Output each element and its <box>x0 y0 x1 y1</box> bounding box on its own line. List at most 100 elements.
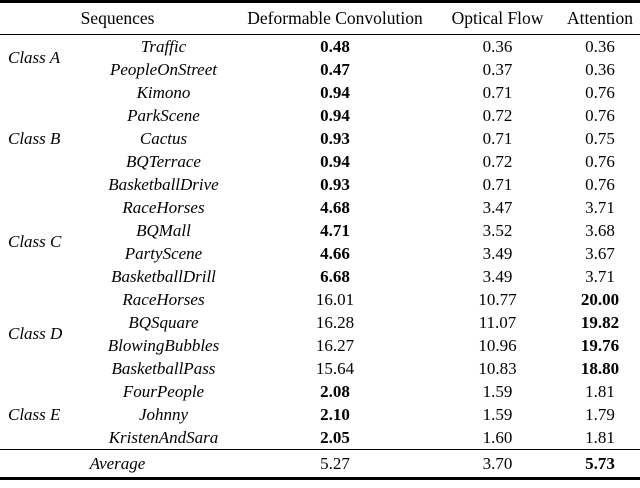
attention-value: 3.71 <box>585 266 615 286</box>
class-label: Class C <box>8 232 62 251</box>
optical-flow-value: 3.47 <box>482 197 513 217</box>
class-label: Class A <box>8 48 61 67</box>
average-label: Average <box>0 449 235 479</box>
sequence-name: RaceHorses <box>122 197 205 217</box>
table-row: BlowingBubbles 16.27 10.96 19.76 <box>0 334 640 357</box>
optical-flow-value: 11.07 <box>478 312 517 332</box>
average-deformable-value: 5.27 <box>235 449 435 479</box>
table-row: PartyScene 4.66 3.49 3.67 <box>0 242 640 265</box>
table-header: Sequences Deformable Convolution Optical… <box>0 1 640 35</box>
sequence-name: PartyScene <box>124 243 203 263</box>
optical-flow-value: 10.77 <box>478 289 517 309</box>
deformable-convolution-value: 0.48 <box>320 36 350 56</box>
attention-value: 3.67 <box>585 243 615 263</box>
optical-flow-value: 1.59 <box>482 404 513 424</box>
table-row: Class D RaceHorses 16.01 10.77 20.00 <box>0 288 640 344</box>
optical-flow-value: 0.72 <box>482 105 513 125</box>
sequence-name: BQSquare <box>128 312 199 332</box>
deformable-convolution-value: 4.66 <box>320 243 350 263</box>
header-deformable-convolution: Deformable Convolution <box>235 1 435 35</box>
sequence-name: BQTerrace <box>126 151 201 171</box>
optical-flow-value: 0.71 <box>482 82 513 102</box>
attention-value: 3.71 <box>585 197 615 217</box>
attention-value: 0.36 <box>585 59 615 79</box>
deformable-convolution-value: 15.64 <box>315 358 355 378</box>
table-row: Class B Kimono 0.94 0.71 0.76 <box>0 81 640 148</box>
table-body: Class A Traffic 0.48 0.36 0.36 PeopleOnStreet… <box>0 35 640 450</box>
sequence-name: BasketballDrive <box>108 174 219 194</box>
table-row: Class E FourPeople 2.08 1.59 1.81 <box>0 380 640 424</box>
deformable-convolution-value: 4.68 <box>320 197 350 217</box>
table-row: BQMall 4.71 3.52 3.68 <box>0 219 640 242</box>
deformable-convolution-value: 16.01 <box>315 289 355 309</box>
deformable-convolution-value: 2.05 <box>320 427 350 447</box>
attention-value: 20.00 <box>580 289 620 309</box>
sequence-name: RaceHorses <box>122 289 205 309</box>
sequence-name: ParkScene <box>127 105 200 125</box>
sequence-name: BasketballDrill <box>111 266 216 286</box>
deformable-convolution-value: 0.93 <box>320 128 350 148</box>
attention-value: 0.76 <box>585 151 615 171</box>
table-row: BQTerrace 0.94 0.72 0.76 <box>0 150 640 173</box>
class-label: Class D <box>8 324 63 343</box>
optical-flow-value: 3.49 <box>482 266 513 286</box>
deformable-convolution-value: 6.68 <box>320 266 350 286</box>
attention-value: 0.76 <box>585 82 615 102</box>
deformable-convolution-value: 0.93 <box>320 174 350 194</box>
header-optical-flow: Optical Flow <box>435 1 560 35</box>
sequence-name: Kimono <box>136 82 191 102</box>
table-row: BQSquare 16.28 11.07 19.82 <box>0 311 640 334</box>
attention-value: 0.76 <box>585 105 615 125</box>
deformable-convolution-value: 0.94 <box>320 151 350 171</box>
table-row: BasketballPass 15.64 10.83 18.80 <box>0 357 640 380</box>
average-row: Average 5.27 3.70 5.73 <box>0 449 640 479</box>
class-label: Class E <box>8 404 61 424</box>
attention-value: 0.76 <box>585 174 615 194</box>
attention-value: 1.81 <box>585 427 615 447</box>
table-row: BasketballDrill 6.68 3.49 3.71 <box>0 265 640 288</box>
header-attention: Attention <box>560 1 640 35</box>
header-sequences: Sequences <box>0 1 235 35</box>
table-row: BasketballDrive 0.93 0.71 0.76 <box>0 173 640 196</box>
average-attention-value: 5.73 <box>560 449 640 479</box>
table-row: ParkScene 0.94 0.72 0.76 <box>0 104 640 127</box>
deformable-convolution-value: 2.10 <box>320 404 350 424</box>
attention-value: 19.82 <box>580 312 620 332</box>
optical-flow-value: 10.83 <box>478 358 517 378</box>
sequence-name: BQMall <box>136 220 191 240</box>
optical-flow-value: 1.59 <box>482 381 513 401</box>
optical-flow-value: 3.52 <box>482 220 513 240</box>
deformable-convolution-value: 0.47 <box>320 59 350 79</box>
deformable-convolution-value: 16.27 <box>315 335 355 355</box>
table-row: Class A Traffic 0.48 0.36 0.36 <box>0 35 640 68</box>
sequence-name: Johnny <box>138 404 189 424</box>
table-row: Cactus 0.93 0.71 0.75 <box>0 127 640 150</box>
optical-flow-value: 3.49 <box>482 243 513 263</box>
attention-value: 1.81 <box>585 381 615 401</box>
table-row: KristenAndSara 2.05 1.60 1.81 <box>0 426 640 450</box>
sequence-name: FourPeople <box>122 381 205 401</box>
sequence-name: Traffic <box>140 36 187 56</box>
sequence-name: BasketballPass <box>111 358 216 378</box>
sequence-name: BlowingBubbles <box>107 335 220 355</box>
optical-flow-value: 0.71 <box>482 128 513 148</box>
deformable-convolution-value: 16.28 <box>315 312 355 332</box>
optical-flow-value: 0.71 <box>482 174 513 194</box>
table-footer: Average 5.27 3.70 5.73 <box>0 449 640 479</box>
sequence-name: KristenAndSara <box>108 427 219 447</box>
sequence-name: PeopleOnStreet <box>110 59 217 79</box>
table-row: PeopleOnStreet 0.47 0.37 0.36 <box>0 58 640 81</box>
attention-value: 19.76 <box>580 335 620 355</box>
deformable-convolution-value: 0.94 <box>320 105 350 125</box>
attention-value: 18.80 <box>580 358 620 378</box>
attention-value: 3.68 <box>585 220 615 240</box>
deformable-convolution-value: 4.71 <box>320 220 350 240</box>
class-label: Class B <box>8 128 61 148</box>
optical-flow-value: 1.60 <box>482 427 513 447</box>
deformable-convolution-value: 2.08 <box>320 381 350 401</box>
table-row: Johnny 2.10 1.59 1.79 <box>0 403 640 426</box>
optical-flow-value: 0.36 <box>482 36 513 56</box>
optical-flow-value: 0.72 <box>482 151 513 171</box>
table-row: Class C RaceHorses 4.68 3.47 3.71 <box>0 196 640 252</box>
